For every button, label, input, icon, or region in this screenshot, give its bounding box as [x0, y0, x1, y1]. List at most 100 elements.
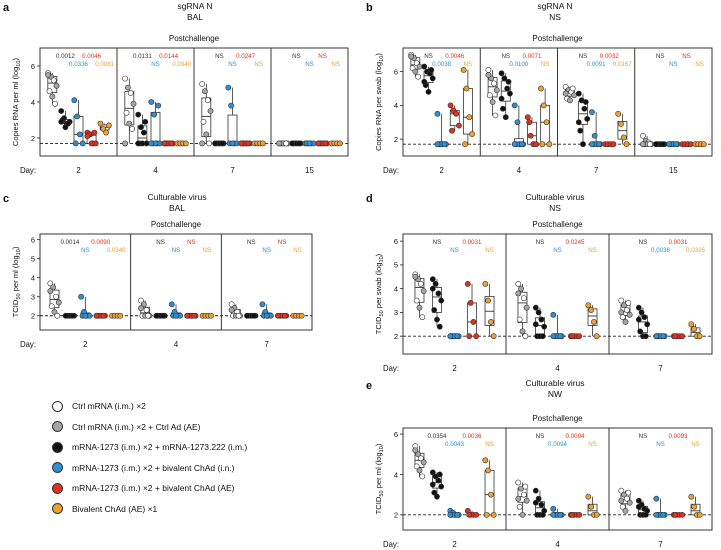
data-point	[123, 109, 130, 116]
data-point	[206, 140, 213, 147]
y-tick-label: 6	[394, 430, 398, 439]
data-point	[138, 305, 144, 312]
data-point	[635, 503, 642, 510]
day-label: 7	[658, 364, 662, 373]
data-point	[412, 68, 419, 75]
p-value: 0.0046	[82, 53, 101, 60]
data-point	[50, 284, 57, 291]
data-point	[263, 312, 270, 319]
data-point	[69, 312, 76, 319]
data-point	[408, 53, 415, 60]
data-point	[235, 312, 242, 319]
data-point	[425, 88, 432, 95]
data-point	[653, 141, 659, 148]
data-point	[322, 140, 329, 147]
p-value: NS	[262, 247, 271, 254]
day-label: 4	[153, 166, 158, 175]
p-value: NS	[485, 247, 494, 254]
p-value: 0.0340	[107, 247, 126, 254]
p-value: NS	[228, 61, 237, 68]
data-point	[588, 503, 595, 510]
data-point	[48, 303, 55, 310]
data-point	[520, 491, 527, 498]
data-point	[679, 333, 686, 340]
data-point	[485, 467, 492, 474]
legend-label: Ctrl mRNA (i.m.) ×2	[72, 401, 146, 412]
data-point	[482, 281, 489, 287]
day-label: 7	[594, 166, 598, 175]
data-point	[581, 105, 588, 112]
data-point	[436, 323, 443, 330]
data-point	[520, 295, 527, 302]
data-point	[153, 312, 160, 319]
p-value: NS	[203, 247, 212, 254]
p-value: NS	[656, 441, 665, 448]
data-point	[640, 132, 646, 139]
data-point	[557, 333, 564, 340]
data-point	[105, 122, 112, 129]
data-point	[539, 141, 546, 148]
data-point	[212, 140, 219, 147]
data-point	[569, 85, 576, 92]
data-point	[516, 316, 523, 323]
p-value: NS	[639, 433, 648, 440]
data-point	[138, 124, 144, 131]
data-point	[127, 90, 134, 96]
data-point	[522, 333, 529, 340]
postchallenge-label: Postchallenge	[169, 34, 220, 43]
data-point	[84, 133, 91, 140]
data-point	[142, 118, 149, 125]
data-point	[50, 77, 57, 84]
data-point	[527, 132, 534, 139]
data-point	[660, 333, 667, 340]
legend-swatch-bivalent-chad-ae	[52, 482, 63, 494]
data-point	[518, 285, 524, 292]
panel-letter: e	[366, 380, 372, 392]
data-point	[72, 140, 79, 147]
y-tick-label: 3	[394, 308, 398, 317]
data-point	[436, 471, 443, 478]
p-value: NS	[305, 61, 314, 68]
data-point	[618, 497, 625, 504]
legend-swatch-ctrl-mrna	[52, 400, 63, 412]
data-point	[161, 140, 168, 147]
data-point	[623, 495, 630, 502]
p-value: NS	[669, 61, 678, 68]
data-point	[431, 489, 438, 496]
data-point	[516, 503, 523, 510]
data-point	[635, 316, 642, 323]
data-point	[539, 333, 546, 340]
data-point	[466, 333, 473, 340]
y-axis-label: TCID50 per ml (log10)	[374, 443, 385, 514]
data-point	[610, 141, 617, 148]
data-point	[637, 328, 644, 335]
data-point	[550, 311, 557, 318]
data-point	[122, 140, 129, 147]
y-tick-label: 5	[394, 261, 398, 270]
data-point	[274, 312, 281, 319]
data-point	[638, 309, 645, 316]
p-value: NS	[656, 53, 665, 60]
data-point	[415, 451, 421, 458]
data-point	[490, 511, 497, 518]
legend-label: mRNA-1273 (i.m.) ×2 + bivalent ChAd (AE)	[72, 483, 235, 494]
data-point	[53, 82, 60, 89]
data-point	[523, 304, 530, 311]
data-point	[518, 141, 525, 148]
day-label: 7	[658, 540, 662, 549]
data-point	[538, 316, 545, 323]
data-point	[79, 140, 86, 147]
data-point	[588, 307, 595, 313]
data-point	[550, 333, 557, 340]
p-value: 0.0354	[428, 433, 447, 440]
y-tick-label: 2	[394, 332, 398, 341]
data-point	[626, 311, 633, 318]
data-point	[550, 505, 557, 512]
data-point	[438, 483, 445, 490]
data-point	[532, 321, 539, 328]
data-point	[515, 281, 522, 287]
data-point	[514, 119, 521, 126]
data-point	[130, 100, 137, 107]
data-point	[673, 141, 680, 148]
data-point	[251, 312, 257, 319]
